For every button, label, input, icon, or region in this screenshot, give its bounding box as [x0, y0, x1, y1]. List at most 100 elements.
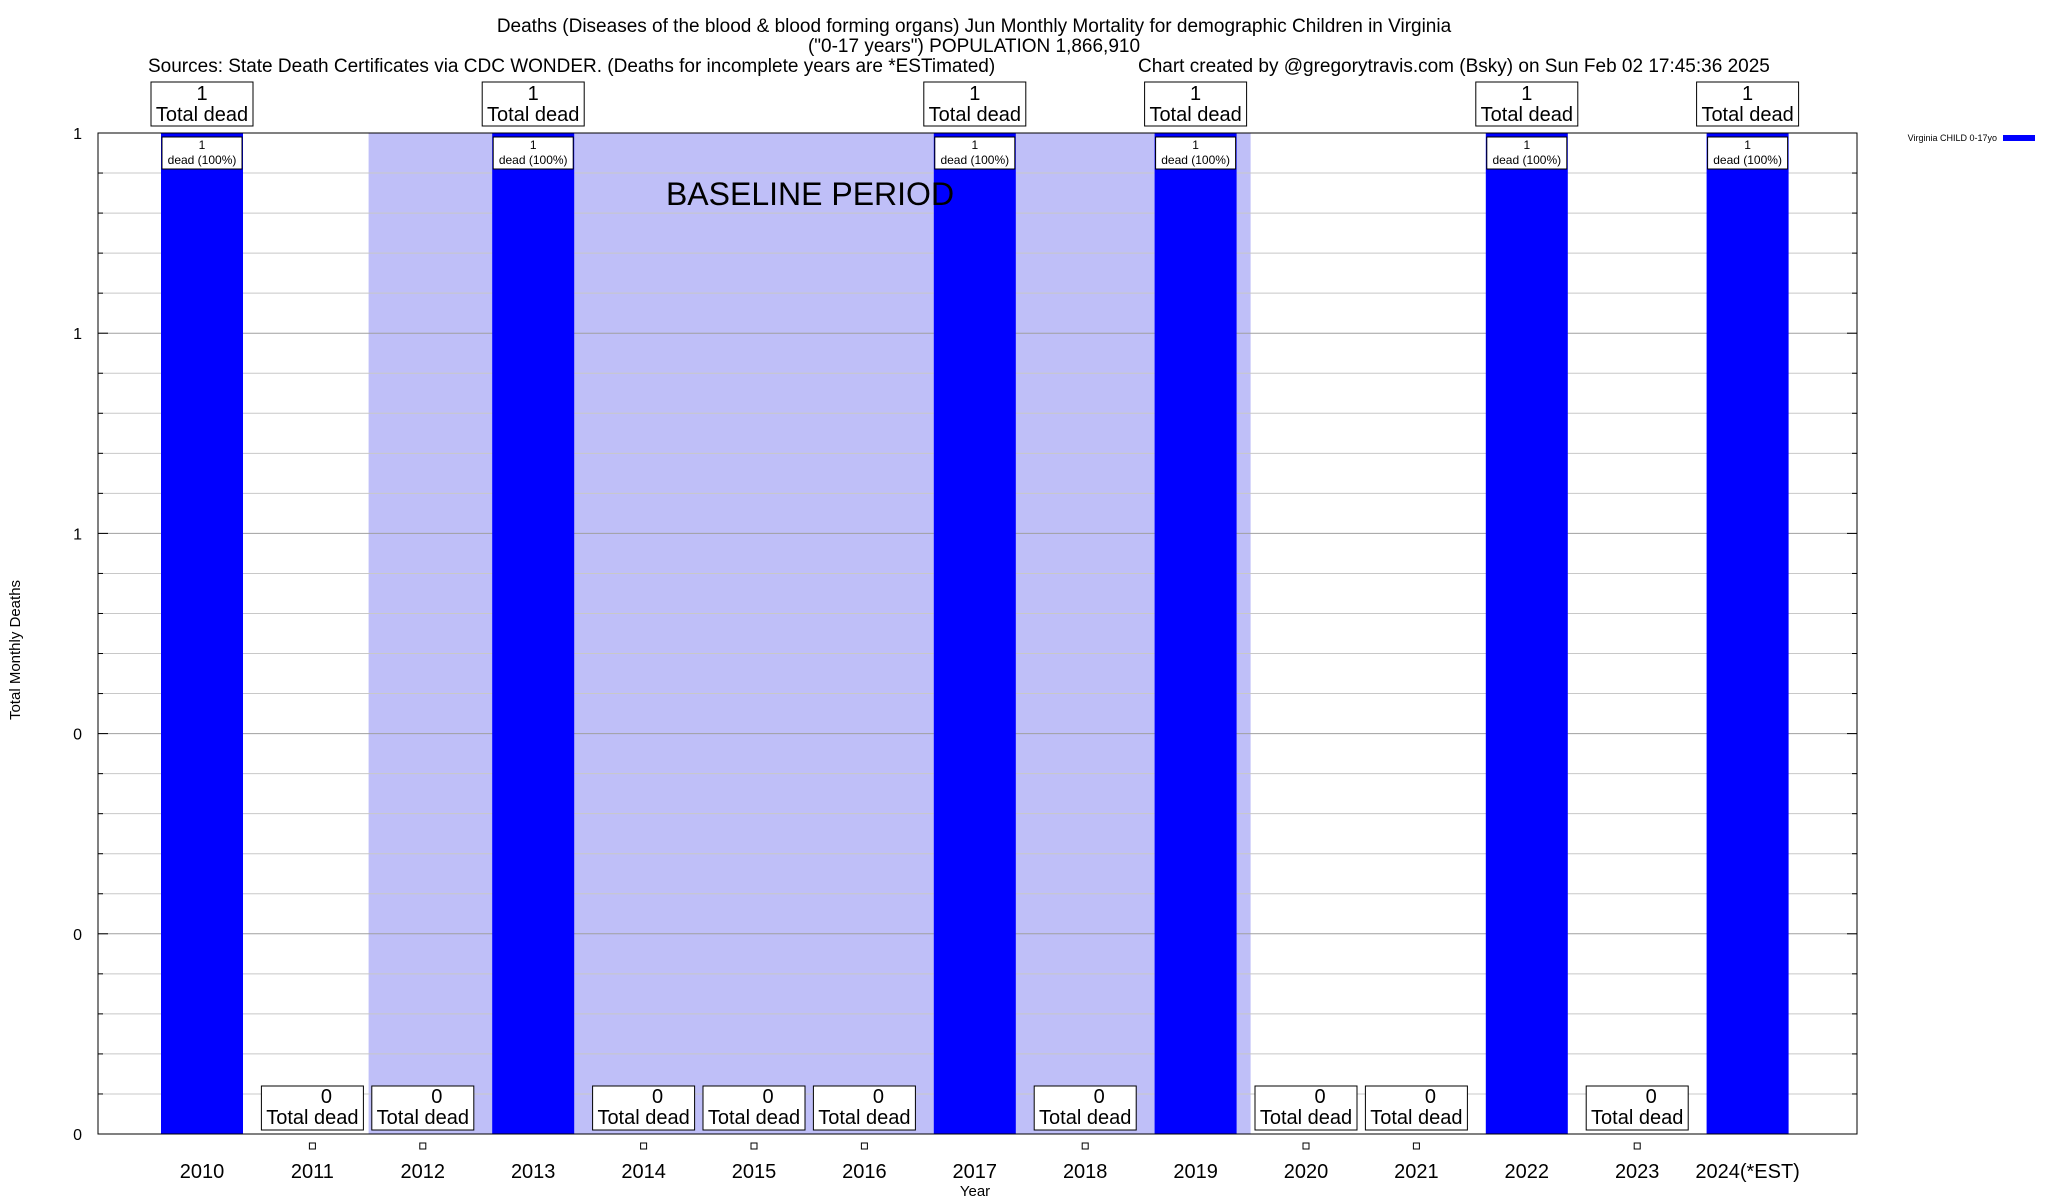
x-tick-label: 2022: [1505, 1161, 1550, 1183]
total-word-label: Total dead: [487, 104, 579, 126]
total-word-label: Total dead: [1370, 1107, 1462, 1129]
total-value-label: 0: [1425, 1086, 1436, 1108]
bar-2013: [492, 133, 575, 1134]
total-value-label: 0: [1094, 1086, 1105, 1108]
x-tick-label: 2018: [1063, 1161, 1108, 1183]
total-word-label: Total dead: [1481, 104, 1573, 126]
total-value-label: 1: [1190, 83, 1201, 105]
total-label-box: [702, 1085, 806, 1131]
plot-frame: [97, 132, 1858, 1135]
y-tick-label: 1: [73, 126, 82, 143]
y-tick-label: 0: [73, 927, 82, 944]
inbar-label-box: [1707, 136, 1789, 170]
inbar-label-box: [492, 136, 574, 170]
total-word-label: Total dead: [1149, 104, 1241, 126]
x-axis-title: Year: [960, 1183, 990, 1200]
chart-title-line-1: Deaths (Diseases of the blood & blood fo…: [497, 16, 1452, 37]
axes: 0 0 0 1 1 1 2010 2011 2012 2013 2014 2015 2016 2017 20…: [73, 126, 1858, 1183]
zero-marker: [860, 1142, 868, 1150]
inbar-percent-label: dead (100%): [168, 153, 237, 167]
inbar-count-label: 1: [199, 138, 206, 152]
x-tick-label: 2020: [1284, 1161, 1329, 1183]
x-tick-label: 2017: [953, 1161, 998, 1183]
x-tick-label: 2010: [180, 1161, 225, 1183]
inbar-percent-label: dead (100%): [499, 153, 568, 167]
total-value-label: 0: [762, 1086, 773, 1108]
total-word-label: Total dead: [156, 104, 248, 126]
chart-title-line-2: ("0-17 years") POPULATION 1,866,910: [808, 36, 1140, 57]
y-tick-label: 0: [73, 1127, 82, 1144]
y-tick-label: 0: [73, 727, 82, 744]
bar-2022: [1485, 133, 1568, 1134]
total-label-box: [150, 81, 254, 127]
x-tick-label: 2014: [621, 1161, 666, 1183]
total-label-box: [812, 1085, 916, 1131]
total-word-label: Total dead: [1039, 1107, 1131, 1129]
total-label-box: [371, 1085, 475, 1131]
total-value-label: 1: [196, 83, 207, 105]
total-value-label: 0: [1646, 1086, 1657, 1108]
total-value-label: 1: [528, 83, 539, 105]
total-label-box: [1696, 81, 1800, 127]
inbar-count-label: 1: [1192, 138, 1199, 152]
inbar-label-box: [1155, 136, 1237, 170]
x-tick-label: 2015: [732, 1161, 777, 1183]
total-label-box: [1364, 1085, 1468, 1131]
inbar-count-label: 1: [530, 138, 537, 152]
x-tick-label: 2012: [401, 1161, 446, 1183]
total-word-label: Total dead: [266, 1107, 358, 1129]
bar-2024(*EST): [1706, 133, 1789, 1134]
x-tick-label: 2011: [291, 1161, 334, 1183]
total-label-box: [1475, 81, 1579, 127]
inbar-percent-label: dead (100%): [1161, 153, 1230, 167]
total-value-label: 1: [969, 83, 980, 105]
zero-marker: [640, 1142, 648, 1150]
total-label-box: [1254, 1085, 1358, 1131]
inbar-count-label: 1: [1523, 138, 1530, 152]
y-tick-label: 1: [73, 326, 82, 343]
inbar-percent-label: dead (100%): [1713, 153, 1782, 167]
total-word-label: Total dead: [708, 1107, 800, 1129]
zero-marker: [1412, 1142, 1420, 1150]
total-label-box: [1144, 81, 1248, 127]
total-label-box: [481, 81, 585, 127]
total-word-label: Total dead: [929, 104, 1021, 126]
inbar-count-label: 1: [1744, 138, 1751, 152]
bar-2017: [933, 133, 1016, 1134]
chart-credit: Chart created by @gregorytravis.com (Bsk…: [1138, 56, 1770, 77]
y-axis-title: Total Monthly Deaths: [7, 580, 24, 720]
total-label-box: [260, 1085, 364, 1131]
zero-marker: [1633, 1142, 1641, 1150]
total-word-label: Total dead: [1701, 104, 1793, 126]
inbar-label-box: [934, 136, 1016, 170]
total-label-box: [592, 1085, 696, 1131]
zero-marker: [1081, 1142, 1089, 1150]
legend: Virginia CHILD 0-17yo: [1908, 133, 2035, 143]
legend-label: Virginia CHILD 0-17yo: [1908, 133, 1997, 143]
zero-marker: [750, 1142, 758, 1150]
total-label-box: [1585, 1085, 1689, 1131]
inbar-label-box: [161, 136, 243, 170]
zero-marker: [308, 1142, 316, 1150]
total-word-label: Total dead: [1591, 1107, 1683, 1129]
total-value-label: 0: [321, 1086, 332, 1108]
total-value-label: 1: [1521, 83, 1532, 105]
total-value-label: 0: [652, 1086, 663, 1108]
total-label-box: [1033, 1085, 1137, 1131]
total-label-box: [923, 81, 1027, 127]
x-tick-label: 2024(*EST): [1695, 1161, 1800, 1183]
inbar-label-box: [1486, 136, 1568, 170]
total-value-label: 0: [1314, 1086, 1325, 1108]
total-word-label: Total dead: [597, 1107, 689, 1129]
total-value-label: 0: [873, 1086, 884, 1108]
baseline-period-label: BASELINE PERIOD: [666, 176, 954, 212]
legend-swatch: [2003, 135, 2035, 141]
total-word-label: Total dead: [818, 1107, 910, 1129]
total-value-label: 1: [1742, 83, 1753, 105]
y-tick-label: 1: [73, 526, 82, 543]
x-tick-label: 2016: [842, 1161, 887, 1183]
total-word-label: Total dead: [377, 1107, 469, 1129]
bars: [161, 133, 1789, 1134]
